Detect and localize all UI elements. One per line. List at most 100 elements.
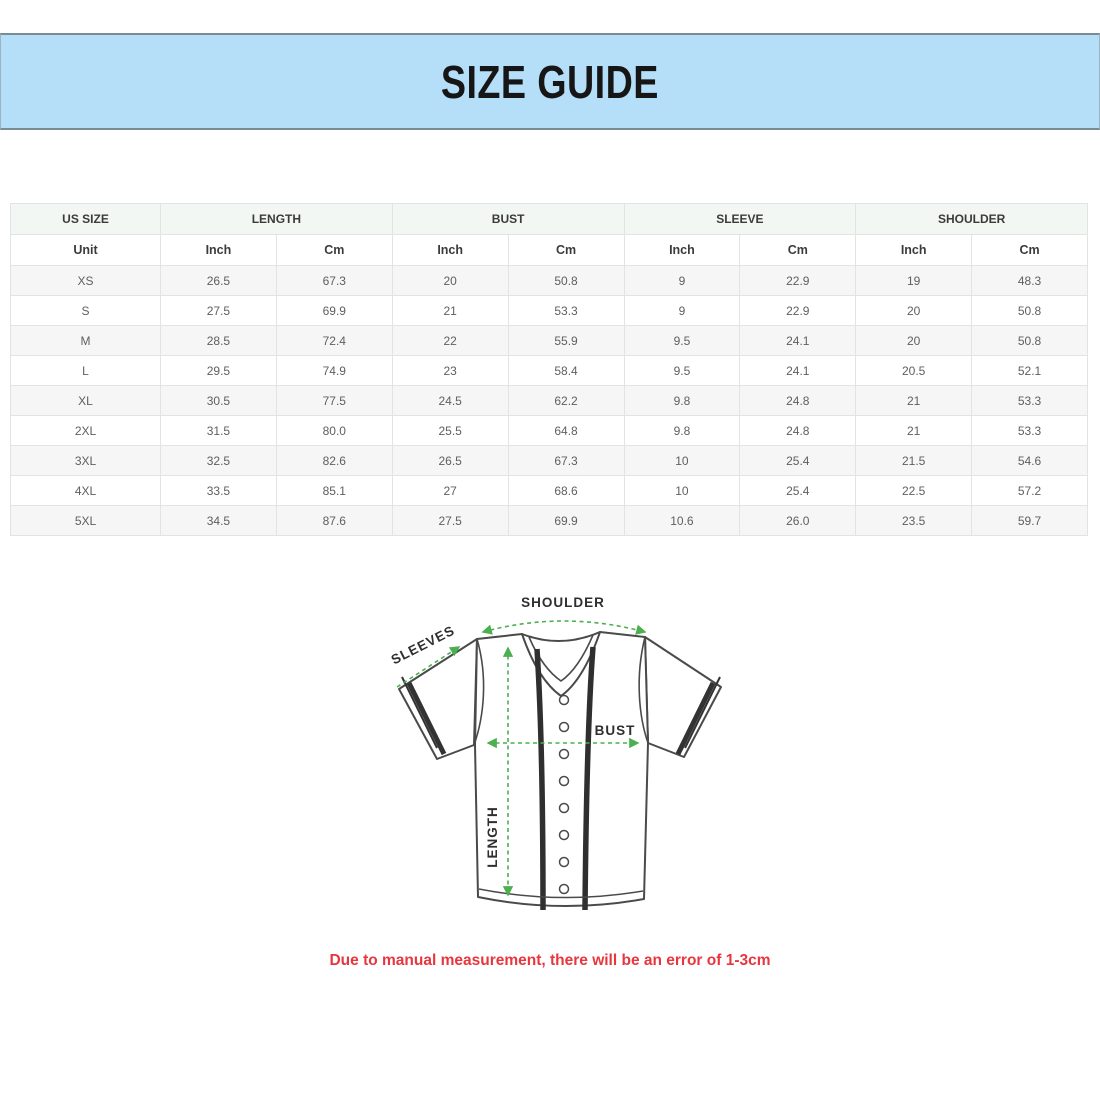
- table-cell: 9.5: [623, 355, 741, 386]
- group-header-cell: LENGTH: [160, 203, 393, 235]
- unit-header-cell: Cm: [971, 234, 1088, 266]
- table-cell: 31.5: [160, 415, 277, 446]
- table-cell: 25.5: [391, 415, 509, 446]
- table-cell: 32.5: [160, 445, 277, 476]
- unit-header-cell: Cm: [739, 234, 857, 266]
- table-cell: XL: [10, 385, 161, 416]
- table-cell: 24.8: [739, 415, 857, 446]
- size-guide-banner: SIZE GUIDE: [0, 33, 1100, 130]
- armhole-seams: [473, 636, 649, 746]
- table-cell: M: [10, 325, 161, 356]
- table-cell: 20: [855, 325, 973, 356]
- table-cell: 30.5: [160, 385, 277, 416]
- page-title: SIZE GUIDE: [441, 55, 659, 108]
- bust-label: BUST: [595, 723, 636, 738]
- shoulder-arrow: [481, 620, 647, 635]
- sleeves-arrow: [396, 646, 461, 688]
- table-cell: 24.1: [739, 355, 857, 386]
- table-cell: 82.6: [275, 445, 393, 476]
- table-cell: 9.8: [623, 385, 741, 416]
- unit-header-cell: Inch: [855, 234, 973, 266]
- table-cell: 64.8: [507, 415, 625, 446]
- group-header-cell: BUST: [391, 203, 625, 235]
- table-row: XS 26.5 67.3 20 50.8 9 22.9 19 48.3: [10, 265, 1088, 296]
- unit-header-cell: Cm: [275, 234, 393, 266]
- table-row: 3XL 32.5 82.6 26.5 67.3 10 25.4 21.5 54.6: [10, 445, 1088, 476]
- table-cell: 52.1: [971, 355, 1088, 386]
- table-cell: 67.3: [275, 265, 393, 296]
- unit-header-cell: Inch: [160, 234, 277, 266]
- table-cell: XS: [10, 265, 161, 296]
- table-cell: 58.4: [507, 355, 625, 386]
- table-cell: 85.1: [275, 475, 393, 506]
- table-cell: 27: [391, 475, 509, 506]
- table-cell: 20.5: [855, 355, 973, 386]
- table-cell: 28.5: [160, 325, 277, 356]
- table-cell: 23.5: [855, 505, 973, 536]
- table-cell: 53.3: [971, 385, 1088, 416]
- unit-header-cell: Inch: [623, 234, 741, 266]
- table-cell: 10: [623, 445, 741, 476]
- table-cell: 21.5: [855, 445, 973, 476]
- table-cell: S: [10, 295, 161, 326]
- table-cell: 50.8: [971, 295, 1088, 326]
- table-cell: 27.5: [391, 505, 509, 536]
- table-cell: 48.3: [971, 265, 1088, 296]
- table-cell: 10.6: [623, 505, 741, 536]
- table-cell: 3XL: [10, 445, 161, 476]
- jersey-placket: [534, 646, 596, 911]
- group-header-cell: SHOULDER: [855, 203, 1088, 235]
- table-cell: 87.6: [275, 505, 393, 536]
- table-cell: 21: [855, 415, 973, 446]
- table-cell: 27.5: [160, 295, 277, 326]
- table-cell: 26.5: [391, 445, 509, 476]
- group-header-cell: SLEEVE: [623, 203, 857, 235]
- table-cell: 25.4: [739, 445, 857, 476]
- table-cell: 53.3: [507, 295, 625, 326]
- table-cell: 21: [391, 295, 509, 326]
- table-cell: 53.3: [971, 415, 1088, 446]
- table-cell: 24.5: [391, 385, 509, 416]
- table-cell: 5XL: [10, 505, 161, 536]
- measurement-arrows: [396, 620, 647, 897]
- table-cell: 80.0: [275, 415, 393, 446]
- table-cell: 22.5: [855, 475, 973, 506]
- table-unit-row: Unit Inch Cm Inch Cm Inch Cm Inch Cm: [10, 234, 1088, 266]
- table-cell: 20: [391, 265, 509, 296]
- table-cell: 26.5: [160, 265, 277, 296]
- table-row: 5XL 34.5 87.6 27.5 69.9 10.6 26.0 23.5 59.7: [10, 505, 1088, 536]
- table-cell: 69.9: [275, 295, 393, 326]
- table-cell: 77.5: [275, 385, 393, 416]
- table-row: XL 30.5 77.5 24.5 62.2 9.8 24.8 21 53.3: [10, 385, 1088, 416]
- jersey-diagram: SHOULDER SLEEVES BUST LENGTH: [0, 592, 1100, 940]
- length-label: LENGTH: [485, 806, 500, 868]
- table-cell: 2XL: [10, 415, 161, 446]
- table-cell: 67.3: [507, 445, 625, 476]
- table-cell: 10: [623, 475, 741, 506]
- table-cell: 9: [623, 265, 741, 296]
- sleeve-trim: [401, 676, 721, 756]
- group-header-cell: US SIZE: [10, 203, 161, 235]
- table-cell: 21: [855, 385, 973, 416]
- table-cell: 34.5: [160, 505, 277, 536]
- table-row: L 29.5 74.9 23 58.4 9.5 24.1 20.5 52.1: [10, 355, 1088, 386]
- table-cell: 29.5: [160, 355, 277, 386]
- table-cell: 24.8: [739, 385, 857, 416]
- table-cell: 24.1: [739, 325, 857, 356]
- unit-header-cell: Inch: [391, 234, 509, 266]
- table-cell: 26.0: [739, 505, 857, 536]
- table-cell: 22: [391, 325, 509, 356]
- measurement-disclaimer: Due to manual measurement, there will be…: [329, 952, 771, 969]
- unit-header-cell: Unit: [10, 234, 161, 266]
- jersey-illustration: SHOULDER SLEEVES BUST LENGTH: [389, 595, 722, 911]
- table-cell: 54.6: [971, 445, 1088, 476]
- table-cell: 9.5: [623, 325, 741, 356]
- table-cell: 22.9: [739, 295, 857, 326]
- size-table-body: XS 26.5 67.3 20 50.8 9 22.9 19 48.3 S 27.5 69.9 21 53…: [10, 265, 1088, 536]
- table-cell: 50.8: [507, 265, 625, 296]
- table-cell: 22.9: [739, 265, 857, 296]
- table-row: S 27.5 69.9 21 53.3 9 22.9 20 50.8: [10, 295, 1088, 326]
- unit-header-cell: Cm: [507, 234, 625, 266]
- table-row: M 28.5 72.4 22 55.9 9.5 24.1 20 50.8: [10, 325, 1088, 356]
- hem-line: [478, 888, 644, 899]
